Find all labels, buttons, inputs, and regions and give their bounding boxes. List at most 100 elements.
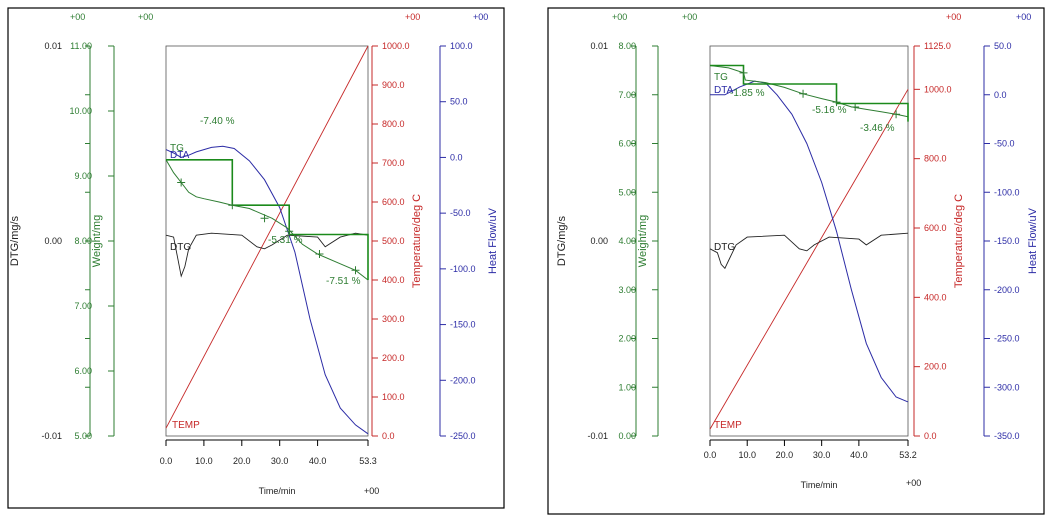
- x-tick-label: 30.0: [271, 456, 289, 466]
- tg-marker: [832, 98, 841, 107]
- heat-flow-axis: 50.0 0.0 -50.0 -100.0 -150.0 -200.0 -250.0 -300…: [983, 41, 1020, 441]
- mass-loss-annotation: -5.31 %: [268, 235, 303, 246]
- mass-loss-annotation: -7.51 %: [326, 276, 361, 287]
- x-axis: 0.0 10.0 20.0 30.0 40.0 53.3 Time/min: [160, 439, 377, 496]
- x-tick-label: 53.2: [899, 450, 917, 460]
- temperature-tick-label: 400.0: [382, 275, 405, 285]
- temperature-axis: 1125.0 1000.0 800.0 600.0 400.0 200.0 0.0: [913, 41, 952, 441]
- corner-label-bottom-right: +00: [364, 486, 379, 496]
- corner-label-top-right-1: +00: [946, 12, 961, 22]
- weight-tick-label: 4.00: [618, 236, 636, 246]
- temperature-tick-label: 800.0: [382, 119, 405, 129]
- temperature-tick-label: 500.0: [382, 236, 405, 246]
- temp-series-label: TEMP: [172, 420, 200, 431]
- x-tick-label: 53.3: [359, 456, 377, 466]
- temperature-tick-label: 1000.0: [924, 84, 952, 94]
- temperature-axis-title: Temperature/deg C: [953, 194, 965, 288]
- weight-tick-label: 6.00: [74, 366, 92, 376]
- weight-tick-label: 1.00: [618, 382, 636, 392]
- heat-flow-axis: 100.0 50.0 0.0 -50.0 -100.0 -150.0 -200.0 -250.…: [439, 41, 476, 441]
- mass-loss-annotation: -7.40 %: [200, 116, 235, 127]
- heat-flow-tick-label: 0.0: [994, 90, 1007, 100]
- heat-flow-tick-label: -300.0: [994, 382, 1020, 392]
- tg-marker: [285, 227, 294, 236]
- dtg-axis-title: DTG/mg/s: [556, 215, 568, 266]
- temperature-tick-label: 100.0: [382, 392, 405, 402]
- corner-label-top-left-1: +00: [612, 12, 627, 22]
- heat-flow-tick-label: -150.0: [994, 236, 1020, 246]
- weight-tick-label: 2.00: [618, 334, 636, 344]
- temperature-axis-title: Temperature/deg C: [411, 194, 423, 288]
- tg-marker: [892, 110, 901, 119]
- dtg-tick-label: 0.01: [44, 41, 62, 51]
- dtg-series-line: [709, 232, 909, 270]
- heat-flow-tick-label: 50.0: [450, 97, 468, 107]
- dtg-series-line: [165, 232, 369, 278]
- heat-flow-tick-label: -200.0: [994, 285, 1020, 295]
- temperature-tick-label: 200.0: [924, 362, 947, 372]
- dtg-tick-label: -0.01: [41, 431, 62, 441]
- temperature-tick-label: 600.0: [924, 223, 947, 233]
- temperature-tick-label: 0.0: [382, 431, 395, 441]
- tg-marker: [177, 178, 186, 187]
- plot-area: [165, 45, 369, 437]
- panel-frame: [547, 7, 1045, 515]
- weight-tick-label: 9.00: [74, 171, 92, 181]
- heat-flow-tick-label: 50.0: [994, 41, 1012, 51]
- temperature-tick-label: 1000.0: [382, 41, 410, 51]
- dtg-axis: 0.01 0.00 -0.01: [41, 41, 91, 441]
- weight-tick-label: 5.00: [74, 431, 92, 441]
- corner-label-top-right-2: +00: [1016, 12, 1031, 22]
- tg-step-line: [166, 159, 369, 280]
- tg-marker: [799, 89, 808, 98]
- tg-series-label: TG: [714, 72, 728, 83]
- mass-loss-annotation: -1.85 %: [730, 88, 765, 99]
- heat-flow-tick-label: -250.0: [994, 334, 1020, 344]
- temp-series-line: [165, 45, 369, 429]
- weight-tick-label: 5.00: [618, 187, 636, 197]
- chart-panel-2: +00 +00 +00 +00 +00 0.01 0.00 -0.01 8.00 7.00 6.00…: [547, 7, 1045, 515]
- dta-series-label: DTA: [170, 150, 190, 161]
- temperature-tick-label: 0.0: [924, 431, 937, 441]
- x-axis: 0.0 10.0 20.0 30.0 40.0 53.2 Time/min: [704, 439, 917, 490]
- heat-flow-tick-label: -250.0: [450, 431, 476, 441]
- corner-label-bottom-right: +00: [906, 478, 921, 488]
- x-tick-label: 10.0: [195, 456, 213, 466]
- tg-marker: [315, 250, 324, 258]
- dtg-axis: 0.01 0.00 -0.01: [587, 41, 637, 441]
- panel-frame: [7, 7, 505, 509]
- dtg-tick-label: 0.01: [590, 41, 608, 51]
- weight-tick-label: 10.00: [69, 106, 92, 116]
- x-tick-label: 40.0: [850, 450, 868, 460]
- heat-flow-tick-label: -200.0: [450, 375, 476, 385]
- x-tick-label: 20.0: [776, 450, 794, 460]
- weight-tick-label: 8.00: [618, 41, 636, 51]
- dta-series-line: [165, 145, 369, 435]
- heat-flow-axis-title: Heat Flow/uV: [1027, 207, 1039, 274]
- heat-flow-tick-label: -50.0: [450, 208, 471, 218]
- dtg-series-label: DTG: [170, 242, 191, 253]
- heat-flow-tick-label: 100.0: [450, 41, 473, 51]
- temperature-tick-label: 200.0: [382, 353, 405, 363]
- temp-series-label: TEMP: [714, 420, 742, 431]
- temp-series-line: [709, 89, 909, 430]
- tg-marker: [228, 201, 237, 210]
- weight-tick-label: 7.00: [618, 90, 636, 100]
- x-tick-label: 30.0: [813, 450, 831, 460]
- mass-loss-annotation: -3.46 %: [860, 123, 895, 134]
- tg-series-line: [165, 159, 369, 281]
- corner-label-top-right-1: +00: [405, 12, 420, 22]
- temperature-tick-label: 300.0: [382, 314, 405, 324]
- tg-marker: [260, 214, 269, 223]
- tg-series-label: TG: [170, 143, 184, 154]
- x-tick-label: 20.0: [233, 456, 251, 466]
- dtg-series-label: DTG: [714, 242, 735, 253]
- weight-tick-label: 8.00: [74, 236, 92, 246]
- temperature-tick-label: 600.0: [382, 197, 405, 207]
- x-axis-title: Time/min: [801, 480, 838, 490]
- weight-axis: 8.00 7.00 6.00 5.00 4.00 3.00 2.00 1.00 0.00: [618, 41, 659, 441]
- temperature-tick-label: 800.0: [924, 154, 947, 164]
- weight-axis-title: Weight/mg: [637, 215, 649, 267]
- temperature-axis: 1000.0 900.0 800.0 700.0 600.0 500.0 400.0 300.…: [371, 41, 410, 441]
- heat-flow-tick-label: -350.0: [994, 431, 1020, 441]
